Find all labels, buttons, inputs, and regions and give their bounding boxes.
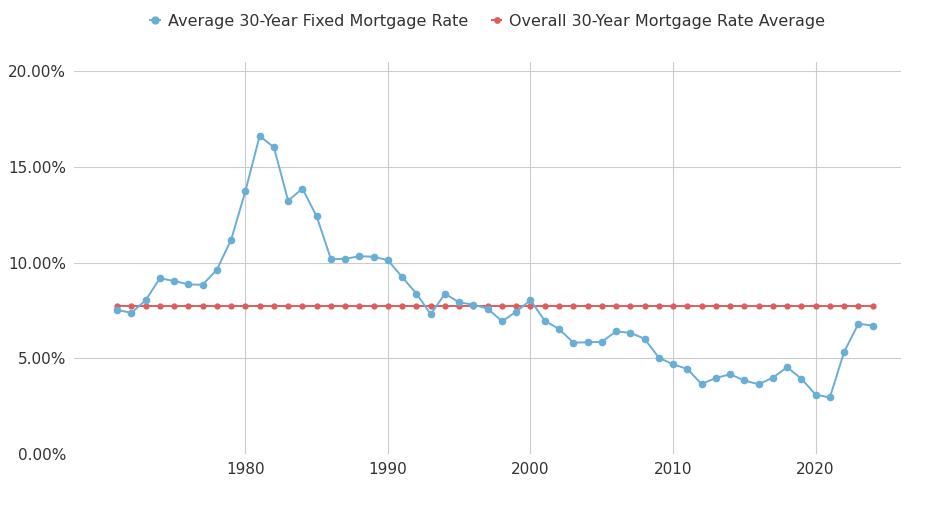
Average 30-Year Fixed Mortgage Rate: [410, 291, 421, 297]
Average 30-Year Fixed Mortgage Rate: [823, 394, 834, 400]
Line: Overall 30-Year Mortgage Rate Average: Overall 30-Year Mortgage Rate Average: [114, 303, 874, 309]
Overall 30-Year Mortgage Rate Average: [553, 303, 564, 309]
Average 30-Year Fixed Mortgage Rate: [638, 335, 650, 342]
Overall 30-Year Mortgage Rate Average: [866, 303, 877, 309]
Average 30-Year Fixed Mortgage Rate: [239, 188, 251, 195]
Overall 30-Year Mortgage Rate Average: [396, 303, 407, 309]
Legend: Average 30-Year Fixed Mortgage Rate, Overall 30-Year Mortgage Rate Average: Average 30-Year Fixed Mortgage Rate, Ove…: [144, 7, 831, 36]
Overall 30-Year Mortgage Rate Average: [567, 303, 578, 309]
Average 30-Year Fixed Mortgage Rate: [581, 339, 592, 345]
Overall 30-Year Mortgage Rate Average: [624, 303, 635, 309]
Average 30-Year Fixed Mortgage Rate: [567, 340, 578, 346]
Average 30-Year Fixed Mortgage Rate: [866, 322, 877, 329]
Average 30-Year Fixed Mortgage Rate: [253, 133, 264, 139]
Line: Average 30-Year Fixed Mortgage Rate: Average 30-Year Fixed Mortgage Rate: [114, 133, 875, 400]
Overall 30-Year Mortgage Rate Average: [111, 303, 122, 309]
Overall 30-Year Mortgage Rate Average: [524, 303, 535, 309]
Average 30-Year Fixed Mortgage Rate: [111, 307, 122, 313]
Average 30-Year Fixed Mortgage Rate: [538, 318, 549, 324]
Overall 30-Year Mortgage Rate Average: [239, 303, 251, 309]
